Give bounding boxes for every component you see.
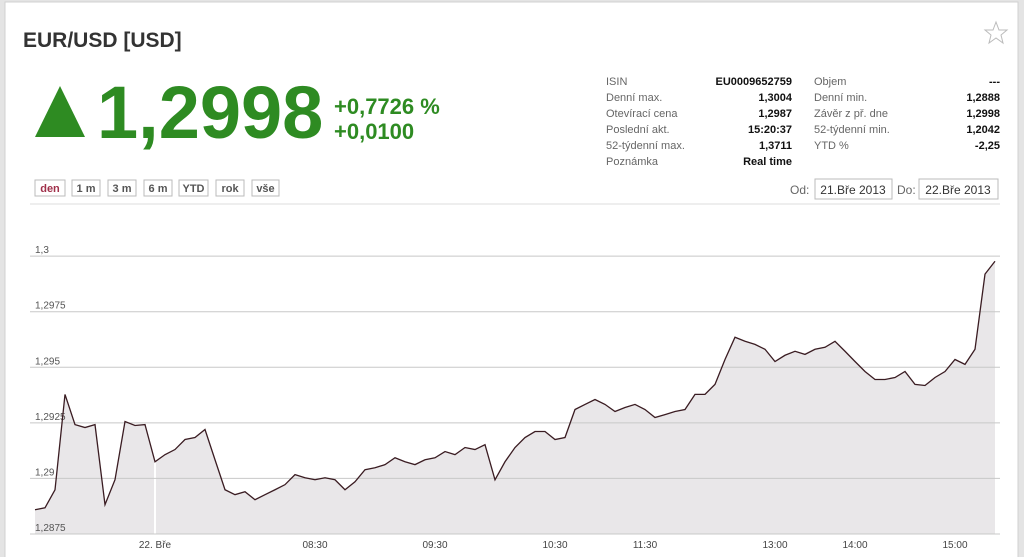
stat-label: Poznámka: [606, 156, 659, 168]
stat-value: Real time: [743, 156, 792, 168]
stat-label: YTD %: [814, 140, 849, 152]
from-label: Od:: [790, 183, 809, 197]
area: [35, 261, 995, 534]
range-button[interactable]: [178, 179, 209, 197]
stat-label: Objem: [814, 76, 846, 88]
range-button[interactable]: [251, 179, 280, 197]
range-button[interactable]: [143, 179, 173, 197]
stat-value: 1,2888: [966, 92, 1000, 104]
y-tick-label: 1,29: [35, 467, 55, 478]
range-label: den: [40, 183, 60, 195]
stat-label: Poslední akt.: [606, 124, 670, 136]
price-line: [34, 260, 996, 511]
y-tick-label: 1,2975: [35, 301, 66, 312]
to-date: 22.Bře 2013: [925, 183, 991, 197]
stat-label: ISIN: [606, 76, 627, 88]
stat-value: 1,2042: [966, 124, 1000, 136]
range-button[interactable]: [107, 179, 137, 197]
title: EUR/USD [USD]: [23, 29, 182, 52]
from-date: 21.Bře 2013: [820, 183, 886, 197]
stat-value: 1,3004: [758, 92, 793, 104]
x-tick-label: 09:30: [422, 540, 447, 551]
range-label: vše: [256, 183, 274, 195]
change-abs: +0,0100: [334, 119, 414, 144]
up-arrow: [35, 86, 85, 137]
range-label: 6 m: [149, 183, 168, 195]
range-button[interactable]: [71, 179, 101, 197]
stat-label: Otevírací cena: [606, 108, 678, 120]
to-label: Do:: [897, 183, 916, 197]
y-tick-label: 1,3: [35, 245, 49, 256]
stat-label: Denní min.: [814, 92, 867, 104]
favorite-star[interactable]: [983, 20, 1009, 45]
x-tick-label: 11:30: [633, 540, 658, 551]
stat-value: EU0009652759: [716, 76, 792, 88]
stat-value: ---: [989, 76, 1000, 88]
stat-value: 1,2998: [966, 108, 1000, 120]
stat-value: -2,25: [975, 140, 1000, 152]
x-tick-label: 14:00: [842, 540, 867, 551]
range-label: rok: [221, 183, 239, 195]
y-tick-label: 1,295: [35, 356, 60, 367]
range-label: 3 m: [113, 183, 132, 195]
stat-label: 52-týdenní max.: [606, 140, 685, 152]
stat-label: Závěr z př. dne: [814, 108, 888, 120]
x-tick-label: 08:30: [302, 540, 327, 551]
stat-value: 1,3711: [759, 140, 792, 152]
from-input[interactable]: [814, 178, 893, 200]
range-label: YTD: [183, 183, 205, 195]
stat-value: 15:20:37: [748, 124, 792, 136]
range-button[interactable]: [34, 179, 66, 197]
x-tick-label: 13:00: [762, 540, 787, 551]
y-tick-label: 1,2925: [35, 412, 66, 423]
change-pct: +0,7726 %: [334, 94, 440, 119]
x-tick-label: 10:30: [542, 540, 567, 551]
price: 1,2998: [97, 71, 323, 154]
y-tick-label: 1,2875: [35, 523, 66, 534]
range-label: 1 m: [77, 183, 96, 195]
stat-label: 52-týdenní min.: [814, 124, 890, 136]
stat-value: 1,2987: [758, 108, 792, 120]
x-tick-label: 22. Bře: [139, 540, 172, 551]
stat-label: Denní max.: [606, 92, 662, 104]
range-button[interactable]: [215, 179, 245, 197]
to-input[interactable]: [918, 178, 999, 200]
x-tick-label: 15:00: [942, 540, 967, 551]
